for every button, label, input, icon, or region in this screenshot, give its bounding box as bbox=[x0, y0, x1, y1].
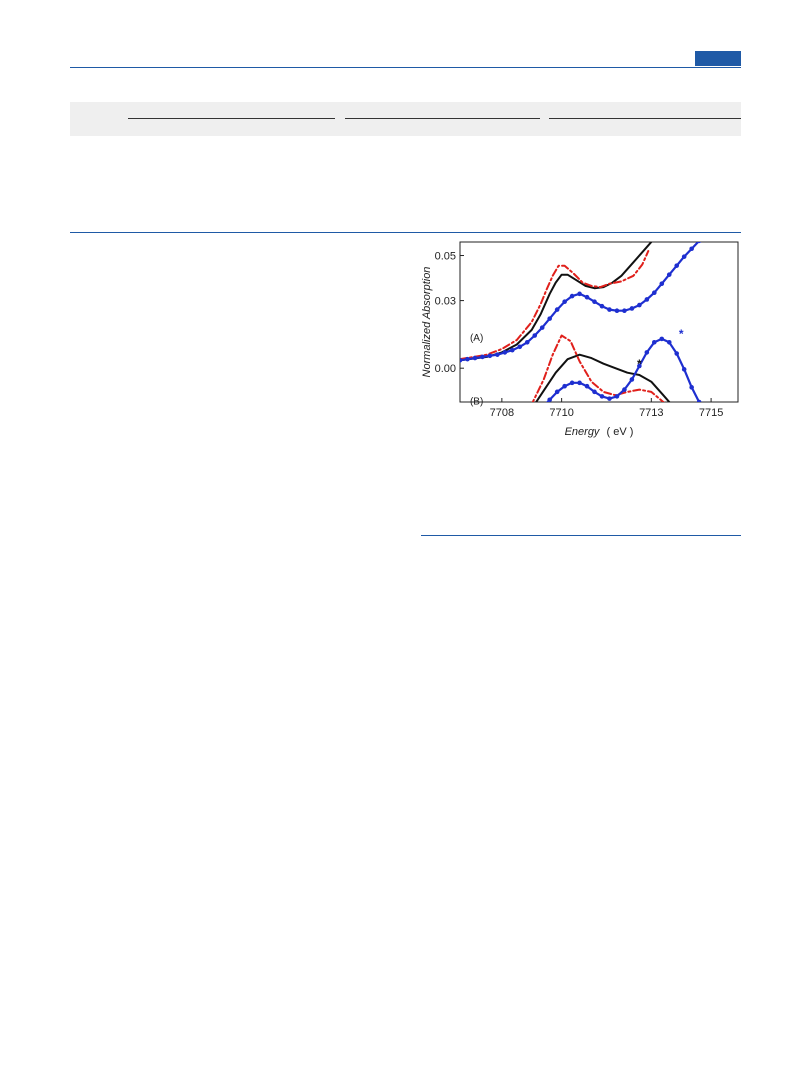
data-point bbox=[472, 355, 478, 361]
data-point bbox=[502, 350, 508, 355]
data-point bbox=[599, 394, 605, 399]
x-axis-label-name: Energy bbox=[565, 426, 601, 438]
panel-label: (A) bbox=[470, 333, 483, 344]
data-point bbox=[517, 344, 523, 350]
data-point bbox=[652, 339, 657, 345]
data-point bbox=[689, 385, 694, 390]
data-point bbox=[592, 299, 597, 305]
data-point bbox=[629, 306, 635, 311]
x-tick-label: 7713 bbox=[639, 407, 663, 419]
data-point bbox=[480, 354, 485, 360]
data-point bbox=[532, 333, 538, 338]
table-header-band bbox=[70, 102, 741, 136]
data-point bbox=[659, 336, 665, 342]
data-point bbox=[652, 290, 657, 296]
data-point bbox=[696, 399, 702, 402]
data-point bbox=[539, 325, 545, 330]
data-point bbox=[510, 347, 515, 353]
x-tick-label: 7708 bbox=[490, 407, 514, 419]
data-point bbox=[525, 414, 530, 419]
series-line-b-dashdot bbox=[531, 334, 665, 402]
data-point bbox=[592, 389, 597, 395]
peak-asterisk: * bbox=[679, 327, 684, 341]
y-tick-label: 0.05 bbox=[435, 251, 456, 263]
x-tick-label: 7710 bbox=[549, 407, 573, 419]
y-tick-label: 0.00 bbox=[435, 363, 456, 375]
data-point bbox=[554, 389, 560, 395]
series-line-a-dashdot bbox=[460, 250, 650, 361]
header-rule bbox=[70, 67, 741, 68]
data-point bbox=[562, 383, 567, 389]
figure-caption-rule bbox=[421, 535, 741, 536]
data-point bbox=[480, 417, 485, 422]
data-point bbox=[659, 281, 665, 286]
data-point bbox=[465, 356, 470, 362]
data-point bbox=[458, 417, 463, 422]
section-rule bbox=[70, 232, 741, 233]
data-point bbox=[681, 367, 687, 372]
x-axis-label: Energy ( eV ) bbox=[565, 426, 634, 438]
data-point bbox=[734, 417, 739, 422]
data-point bbox=[637, 363, 642, 369]
data-point bbox=[584, 294, 590, 300]
y-tick-label: 0.03 bbox=[435, 296, 456, 308]
data-point bbox=[666, 339, 672, 345]
data-point bbox=[584, 383, 590, 389]
data-point bbox=[577, 380, 582, 386]
data-point bbox=[689, 246, 694, 252]
data-point bbox=[487, 353, 493, 359]
series-line-a-solid bbox=[460, 242, 653, 362]
data-point bbox=[569, 293, 575, 299]
data-point bbox=[517, 416, 522, 421]
data-point bbox=[540, 405, 545, 410]
data-point bbox=[599, 303, 605, 309]
data-point bbox=[495, 352, 500, 357]
data-point bbox=[547, 397, 552, 402]
data-point bbox=[562, 299, 567, 305]
table-column-group-rule bbox=[345, 118, 540, 119]
data-point bbox=[674, 263, 680, 268]
data-point bbox=[697, 242, 702, 244]
data-point bbox=[614, 394, 620, 399]
data-point bbox=[465, 417, 470, 422]
x-axis-label-unit: ( eV ) bbox=[607, 426, 634, 438]
data-point bbox=[614, 308, 620, 314]
data-point bbox=[622, 387, 627, 392]
table-column-group-rule bbox=[549, 118, 741, 119]
data-point bbox=[569, 380, 575, 386]
data-point bbox=[607, 307, 612, 312]
series-line-b-solid bbox=[535, 353, 671, 402]
xas-pre-edge-chart: 7708 7710 7713 7715 0.00 0.03 0.05 (A) (B) * * No… bbox=[421, 241, 739, 438]
data-point bbox=[681, 254, 687, 259]
data-point bbox=[532, 411, 537, 416]
series-line-a-markers bbox=[460, 242, 700, 362]
data-point bbox=[460, 358, 463, 363]
plot-frame bbox=[459, 241, 739, 403]
series-line-b-markers bbox=[545, 337, 701, 402]
y-axis-label: Normalized Absorption bbox=[421, 267, 433, 378]
panel-label: (B) bbox=[470, 396, 483, 407]
data-point bbox=[577, 291, 582, 297]
data-point bbox=[554, 307, 560, 312]
x-tick-label: 7715 bbox=[699, 407, 723, 419]
data-point bbox=[524, 339, 530, 345]
data-point bbox=[637, 302, 642, 308]
data-point bbox=[674, 351, 680, 356]
peak-asterisk: * bbox=[637, 357, 642, 371]
data-point bbox=[622, 308, 627, 314]
table-column-group-rule bbox=[128, 118, 335, 119]
data-point bbox=[727, 417, 732, 422]
data-point bbox=[666, 272, 672, 277]
data-point bbox=[629, 377, 635, 382]
journal-header-badge bbox=[695, 51, 741, 66]
data-point bbox=[644, 297, 650, 302]
data-point bbox=[607, 396, 612, 401]
data-point bbox=[473, 417, 478, 422]
data-point bbox=[644, 350, 650, 355]
data-point bbox=[547, 316, 552, 321]
